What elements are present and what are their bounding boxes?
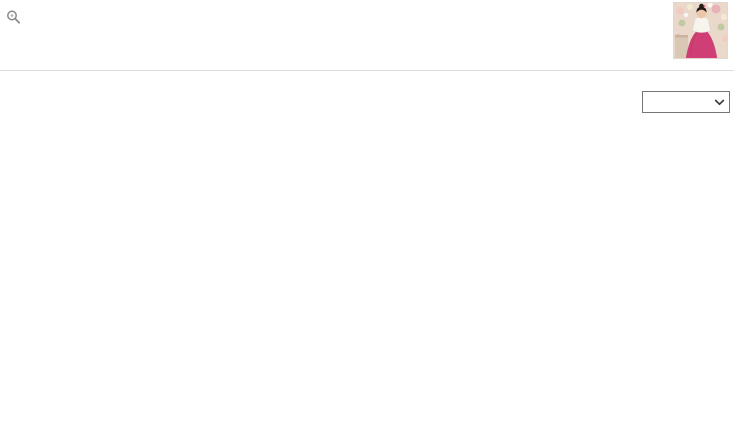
profile-photo — [673, 2, 728, 59]
level-chart-svg — [0, 140, 734, 444]
magnifier-icon — [7, 10, 21, 24]
week-select-dropdown[interactable] — [642, 91, 730, 113]
chevron-down-icon — [714, 98, 725, 105]
header-divider — [0, 70, 734, 71]
level-chart — [0, 140, 734, 444]
profile-photo-hanbok-illustration — [674, 3, 727, 58]
